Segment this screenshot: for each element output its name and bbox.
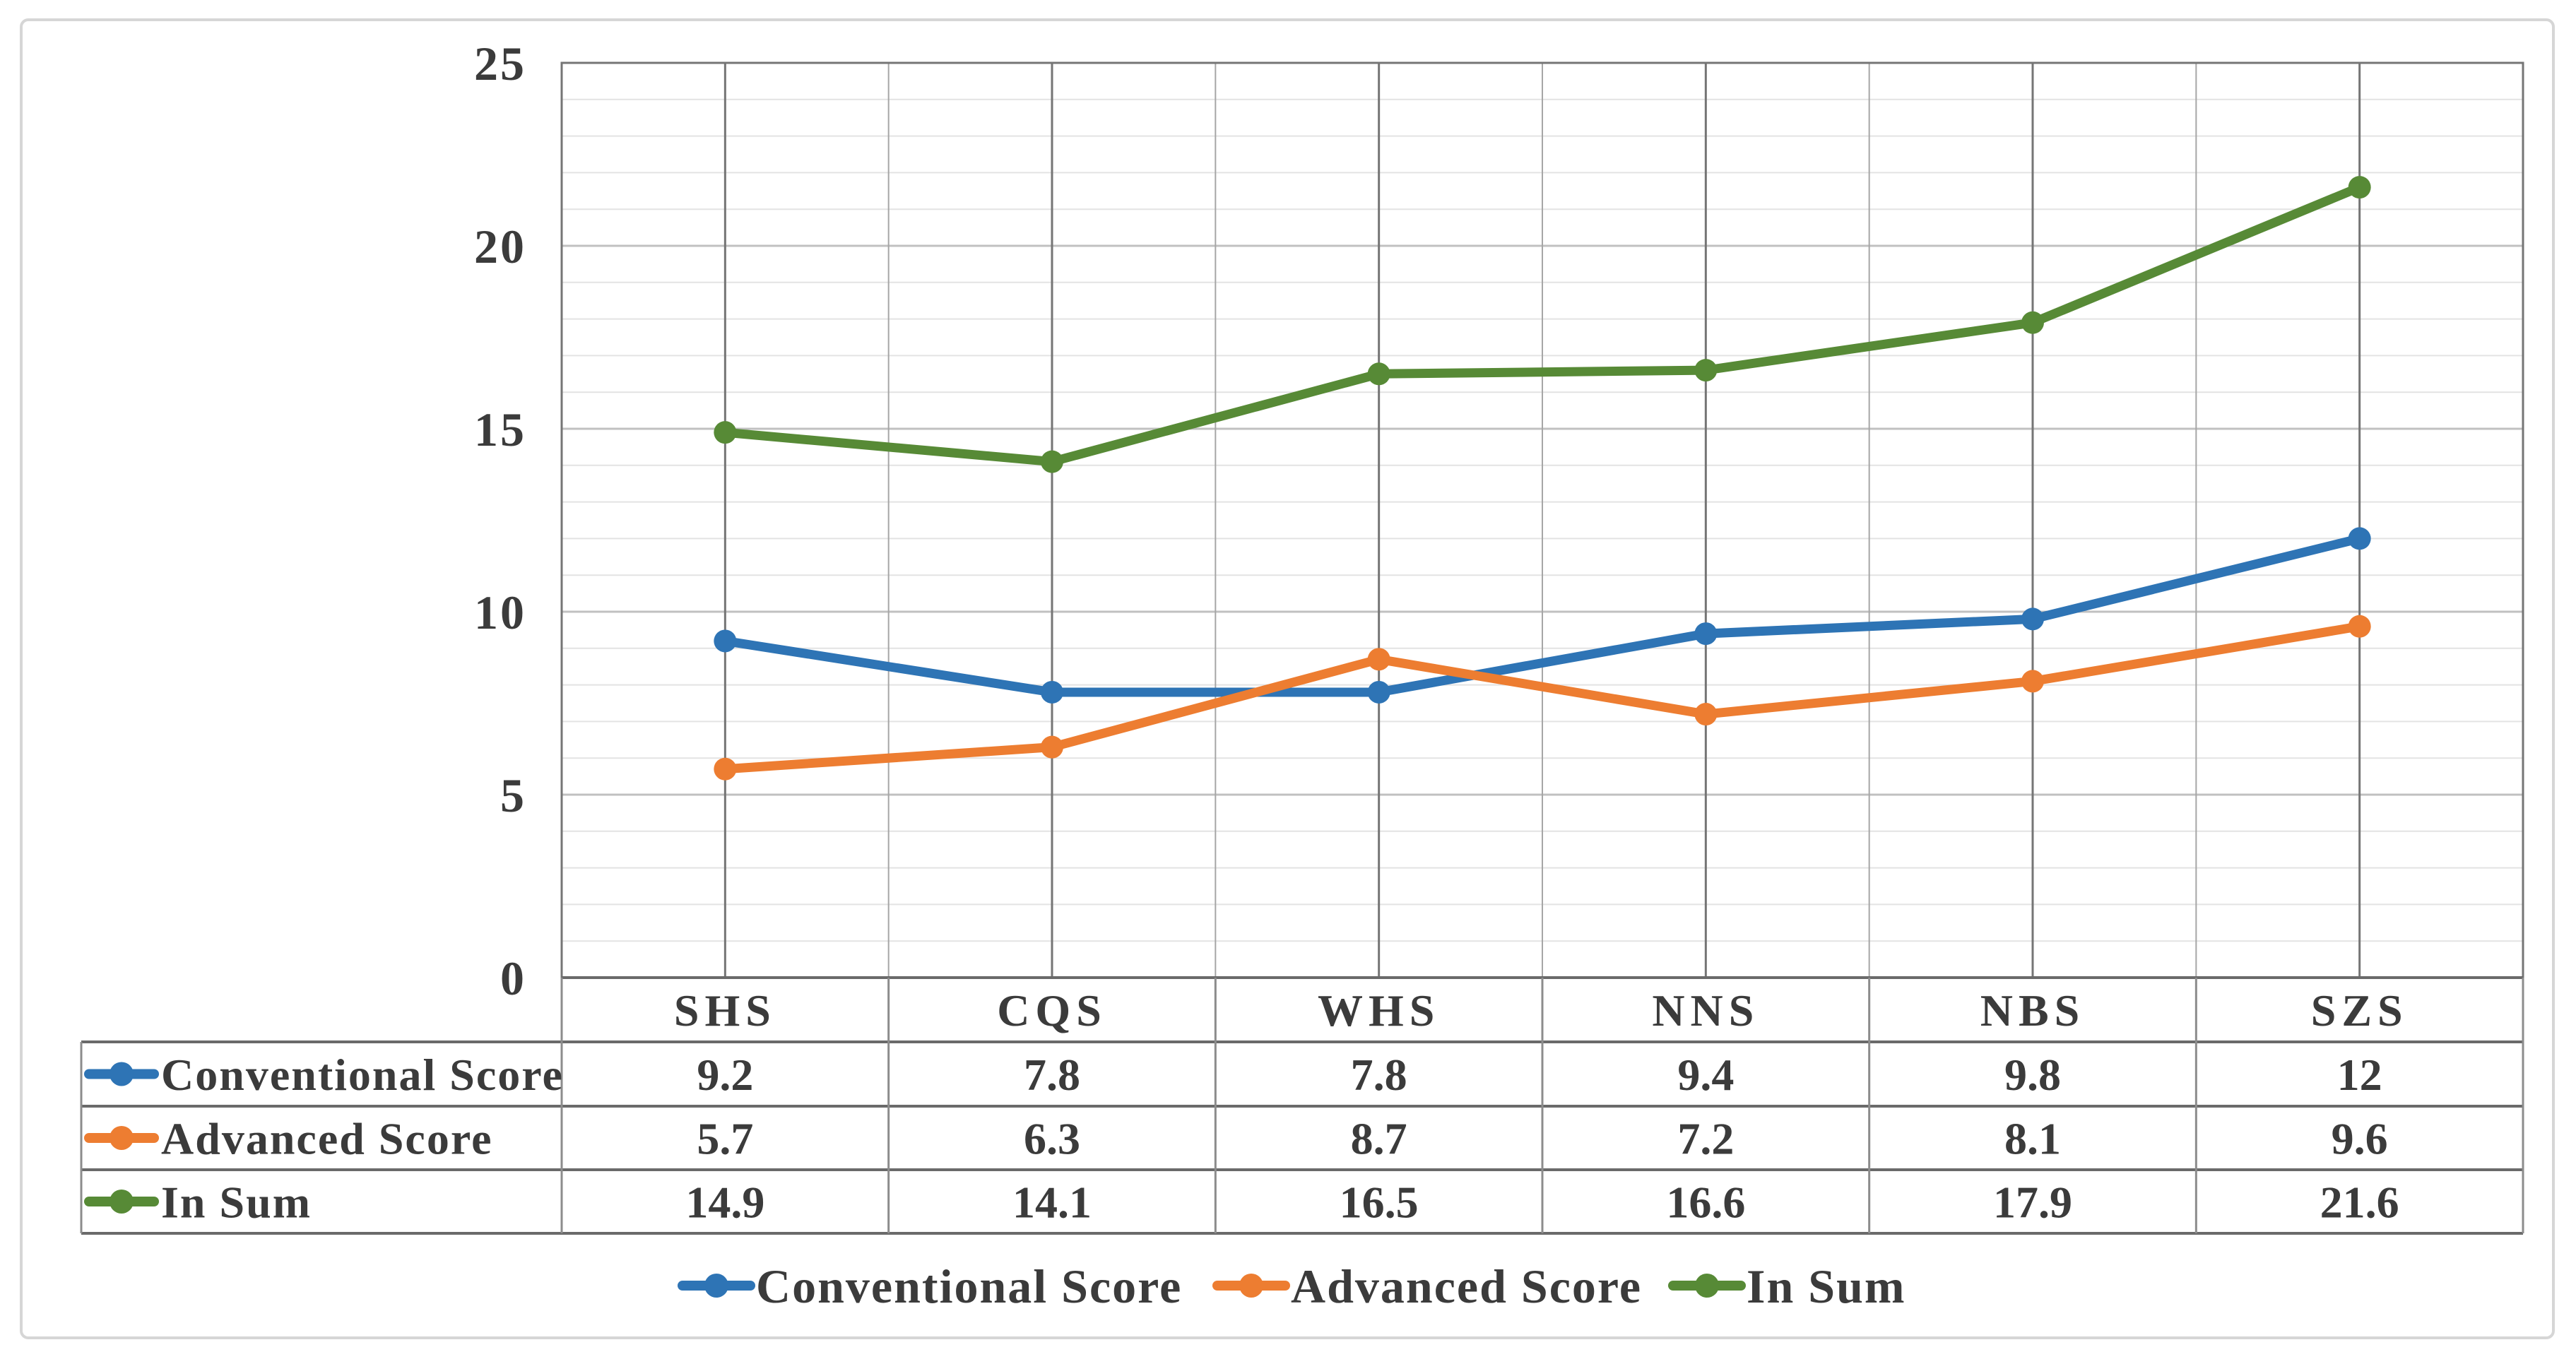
table-cell-value: 12 [2337, 1050, 2382, 1100]
table-cell-value: 9.8 [2004, 1050, 2061, 1100]
table-cell-value: 14.9 [685, 1177, 764, 1227]
y-axis-tick-label: 10 [474, 586, 526, 639]
legend-key-marker-icon [1239, 1274, 1263, 1298]
category-header: CQS [997, 985, 1107, 1036]
table-cell-value: 9.2 [697, 1050, 753, 1100]
category-header: WHS [1318, 985, 1440, 1036]
table-cell-value: 6.3 [1024, 1113, 1080, 1163]
data-point-marker [1694, 359, 1718, 382]
data-point-marker [1367, 648, 1390, 671]
category-header: NBS [1980, 985, 2086, 1036]
y-axis-tick-label: 0 [500, 951, 526, 1005]
table-row-label: In Sum [161, 1177, 312, 1227]
y-axis-tick-label: 20 [474, 220, 526, 273]
category-header: SHS [674, 985, 776, 1036]
table-cell-value: 9.4 [1677, 1050, 1734, 1100]
series-line-advanced-score [720, 622, 2365, 774]
data-point-marker [1041, 450, 1063, 473]
table-cell-value: 7.8 [1351, 1050, 1407, 1100]
data-point-marker [2348, 527, 2371, 550]
legend-item-label: Advanced Score [1291, 1259, 1642, 1313]
legend-item-label: In Sum [1747, 1259, 1906, 1313]
table-cell-value: 21.6 [2320, 1177, 2399, 1227]
data-point-marker [714, 629, 737, 653]
y-axis-tick-label: 5 [500, 769, 526, 822]
data-point-marker [2021, 311, 2044, 334]
data-point-marker [1041, 735, 1063, 759]
data-point-marker [1041, 680, 1063, 704]
table-cell-value: 7.2 [1677, 1113, 1734, 1163]
category-header: SZS [2311, 985, 2409, 1036]
table-cell-value: 16.6 [1666, 1177, 1745, 1227]
table-cell-value: 16.5 [1340, 1177, 1419, 1227]
legend-key-marker-icon [1695, 1274, 1719, 1298]
table-cell-value: 14.1 [1012, 1177, 1092, 1227]
data-point-marker [1694, 703, 1718, 726]
row-key-marker-icon [110, 1126, 134, 1150]
data-point-marker [2021, 670, 2044, 693]
table-row-label: Conventional Score [161, 1050, 564, 1100]
table-cell-value: 5.7 [697, 1113, 753, 1163]
table-cell-value: 8.1 [2004, 1113, 2061, 1163]
chart-outer-border [20, 18, 2555, 1339]
category-header: NNS [1652, 985, 1759, 1036]
data-point-marker [1694, 622, 1718, 646]
table-cell-value: 9.6 [2332, 1113, 2388, 1163]
legend-item-label: Conventional Score [756, 1259, 1182, 1313]
row-key-marker-icon [110, 1062, 134, 1086]
row-key-marker-icon [110, 1190, 134, 1214]
series-line-in-sum [720, 182, 2365, 467]
legend-key-marker-icon [704, 1274, 728, 1298]
data-point-marker [2021, 607, 2044, 631]
data-point-marker [714, 757, 737, 781]
series-line-conventional-score [720, 533, 2365, 697]
data-point-marker [1367, 680, 1390, 704]
data-point-marker [714, 421, 737, 444]
data-point-marker [2348, 176, 2371, 199]
data-point-marker [2348, 615, 2371, 638]
data-point-marker [1367, 362, 1390, 386]
table-cell-value: 7.8 [1024, 1050, 1080, 1100]
table-cell-value: 17.9 [1993, 1177, 2072, 1227]
y-axis-tick-label: 15 [474, 403, 526, 456]
table-row-label: Advanced Score [161, 1113, 492, 1163]
y-axis-tick-label: 25 [474, 37, 526, 90]
table-cell-value: 8.7 [1351, 1113, 1407, 1163]
